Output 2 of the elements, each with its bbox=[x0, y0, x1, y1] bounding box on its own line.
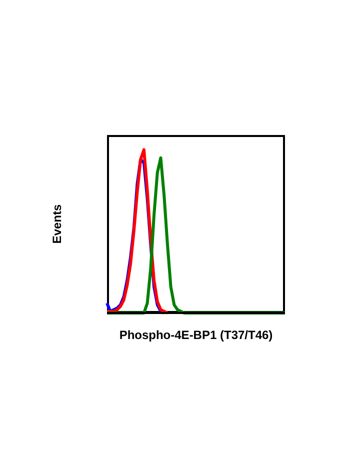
y-axis-title: Events bbox=[50, 204, 64, 244]
x-axis-title: Phospho-4E-BP1 (T37/T46) bbox=[119, 328, 273, 342]
